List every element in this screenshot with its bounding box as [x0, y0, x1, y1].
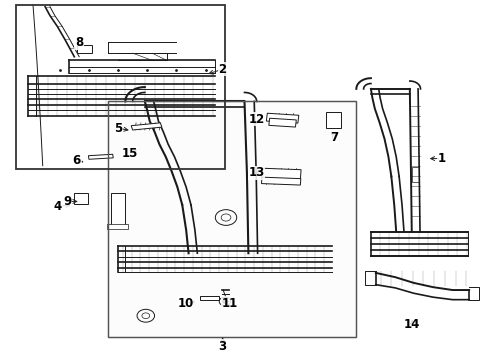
- Polygon shape: [131, 123, 162, 130]
- Bar: [325, 112, 340, 128]
- Bar: [77, 45, 92, 53]
- Bar: [200, 296, 219, 300]
- Bar: [74, 193, 88, 204]
- Bar: [266, 113, 298, 123]
- Bar: [82, 199, 87, 203]
- Bar: [268, 118, 296, 127]
- Bar: [107, 224, 127, 229]
- Bar: [111, 193, 125, 226]
- Text: 11: 11: [222, 297, 238, 310]
- Bar: [79, 47, 84, 51]
- Bar: [411, 167, 418, 182]
- Text: 1: 1: [436, 152, 445, 165]
- Text: 12: 12: [248, 113, 264, 126]
- Text: 2: 2: [218, 63, 226, 76]
- Bar: [16, 5, 224, 169]
- Bar: [261, 168, 301, 180]
- Text: 10: 10: [178, 297, 194, 310]
- Text: 4: 4: [53, 200, 61, 213]
- Text: 8: 8: [75, 36, 83, 49]
- Bar: [85, 47, 90, 51]
- Bar: [75, 199, 81, 203]
- Text: 15: 15: [122, 147, 138, 160]
- Bar: [261, 177, 300, 185]
- Bar: [108, 102, 356, 337]
- Text: 3: 3: [218, 339, 226, 352]
- Text: 14: 14: [403, 318, 420, 331]
- Text: 9: 9: [63, 195, 71, 208]
- Text: 6: 6: [73, 154, 81, 167]
- Circle shape: [222, 300, 227, 303]
- Polygon shape: [88, 154, 113, 159]
- Bar: [328, 115, 337, 126]
- Bar: [108, 102, 356, 337]
- Text: 5: 5: [114, 122, 122, 135]
- Text: 13: 13: [248, 166, 264, 179]
- Text: 7: 7: [330, 131, 338, 144]
